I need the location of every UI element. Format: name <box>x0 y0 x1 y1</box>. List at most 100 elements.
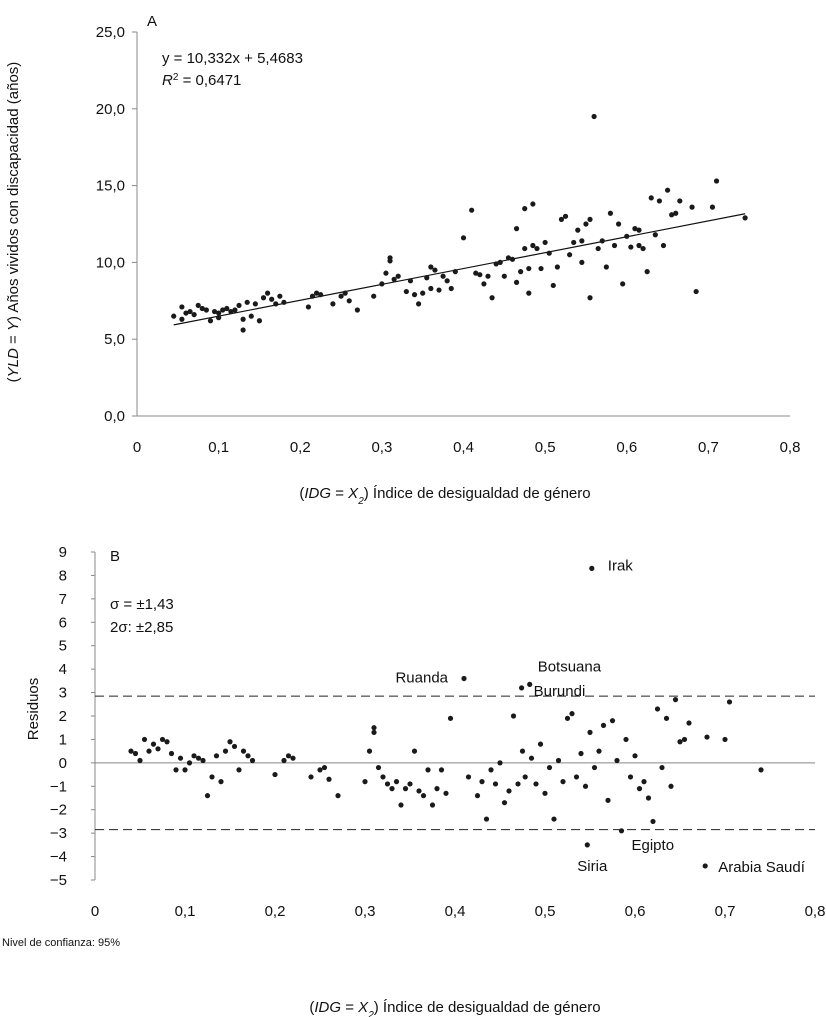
residual-point <box>582 783 589 789</box>
residual-point <box>173 767 179 773</box>
data-point <box>195 302 201 309</box>
residual-point <box>560 779 566 785</box>
residual-point <box>632 753 638 759</box>
data-point <box>395 273 401 279</box>
data-point <box>318 292 324 298</box>
data-point <box>660 242 667 249</box>
residual-point <box>411 748 418 754</box>
data-point <box>591 113 597 120</box>
residual-point <box>758 767 764 773</box>
sigma-label: σ = ±1,43 <box>110 596 174 613</box>
residual-point <box>527 681 533 687</box>
residual-point <box>609 718 616 724</box>
data-point <box>371 293 377 299</box>
data-point <box>550 282 556 289</box>
country-annotation: Arabia Saudí <box>718 859 806 876</box>
residual-point <box>164 739 170 745</box>
residual-point <box>389 786 395 792</box>
residual-point <box>362 779 368 785</box>
regression-equation: y = 10,332x + 5,4683 <box>162 50 303 67</box>
residual-point <box>326 776 332 782</box>
data-point <box>416 301 422 307</box>
r-squared-label: R2 = 0,6471 <box>162 72 241 90</box>
data-point <box>313 290 320 296</box>
residual-point <box>659 764 665 771</box>
data-point <box>216 310 222 316</box>
data-point <box>611 242 618 249</box>
residual-point <box>375 764 382 771</box>
residual-point <box>618 828 625 834</box>
residual-point <box>236 767 242 773</box>
x-tick-label: 0,6 <box>616 439 637 456</box>
data-point <box>473 270 479 276</box>
data-point <box>620 281 626 287</box>
data-point <box>211 308 218 315</box>
residual-point <box>461 675 467 682</box>
residual-point <box>528 755 535 761</box>
data-point <box>216 315 222 321</box>
data-point <box>579 238 585 244</box>
data-point <box>305 304 312 310</box>
data-point <box>338 293 344 299</box>
residual-point <box>366 748 373 754</box>
data-point <box>656 198 663 204</box>
country-annotation: Burundi <box>534 683 586 700</box>
data-point <box>256 318 263 324</box>
data-point <box>534 245 540 252</box>
panel-b-chart: −5 −4 −3 −2 −1 0 1 2 3 4 5 6 7 8 9 0 0,1 0,2 0,3 0,4 0,5 0,6 0… <box>2 544 825 1017</box>
xlabel-a-part: X <box>347 485 359 502</box>
residual-point <box>209 774 215 780</box>
data-point <box>693 288 699 295</box>
residual-point <box>573 774 580 780</box>
xlabel-b-part: = <box>341 999 358 1016</box>
data-point <box>579 259 585 265</box>
residual-point <box>245 753 251 759</box>
panel-b-annotations: Irak Ruanda Botsuana Burundi Egipto Siria Arab… <box>395 557 805 876</box>
residual-point <box>702 863 708 869</box>
data-point <box>632 226 638 232</box>
x-tick-label: 0,8 <box>805 903 826 920</box>
y-tick-label: −3 <box>50 825 67 842</box>
data-point <box>420 290 426 296</box>
data-point <box>428 285 434 292</box>
data-point <box>742 215 748 221</box>
residual-point <box>384 781 391 787</box>
data-point <box>469 207 475 213</box>
residual-point <box>218 779 224 785</box>
country-annotation: Irak <box>608 557 634 574</box>
y-tick-label: 10,0 <box>96 254 125 271</box>
residual-point <box>488 767 494 773</box>
data-point <box>513 226 520 232</box>
data-point <box>628 244 634 250</box>
country-annotation: Botsuana <box>538 658 602 675</box>
data-point <box>587 216 593 222</box>
data-point <box>477 272 483 278</box>
data-point <box>652 232 658 238</box>
panel-b-axes: −5 −4 −3 −2 −1 0 1 2 3 4 5 6 7 8 9 0 0,1 0,2 0,3 0,4 0,5 0,6 0… <box>50 544 826 920</box>
data-point <box>530 242 536 249</box>
residual-point <box>438 767 445 773</box>
data-point <box>432 267 438 273</box>
residual-point <box>317 767 323 773</box>
residual-point <box>420 793 427 799</box>
residual-point <box>497 760 503 766</box>
residual-point <box>137 757 143 764</box>
data-point <box>346 298 352 304</box>
data-point <box>236 302 242 309</box>
y-tick-label: 0,0 <box>104 408 125 425</box>
panel-a-y-axis-label: (YLD = Y) Años vividos con discapacidad … <box>5 62 22 383</box>
data-point <box>309 293 316 299</box>
data-point <box>664 187 671 193</box>
y-tick-label: 1 <box>59 731 67 748</box>
data-point <box>526 265 532 272</box>
residual-point <box>686 720 692 726</box>
data-point <box>505 255 511 261</box>
residual-point <box>191 753 197 759</box>
data-point <box>640 245 646 252</box>
x-tick-label: 0,4 <box>445 903 466 920</box>
panel-a-axes: 0,0 5,0 10,0 15,0 20,0 25,0 0 0,1 0,2 0,3 0,4 0,5 0,… <box>96 24 801 456</box>
data-point <box>403 288 409 295</box>
residual-point <box>578 750 584 757</box>
data-point <box>411 292 418 298</box>
residual-point <box>564 715 571 721</box>
